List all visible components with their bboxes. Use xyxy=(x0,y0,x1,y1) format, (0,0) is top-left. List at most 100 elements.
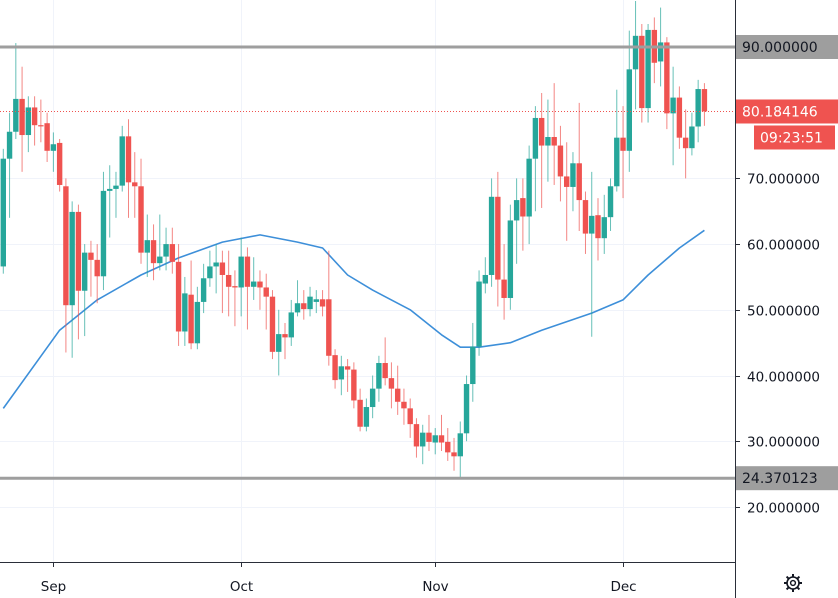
candle-body xyxy=(488,196,495,275)
candle xyxy=(426,414,432,452)
candle-body xyxy=(701,89,708,112)
countdown-label: 09:23:51 xyxy=(760,130,823,146)
candle-body xyxy=(695,89,701,127)
candle xyxy=(81,244,88,337)
candle xyxy=(538,92,545,208)
candles-layer xyxy=(0,1,708,478)
candle-body xyxy=(538,117,545,146)
candle xyxy=(144,214,150,277)
candle-body xyxy=(319,299,326,307)
candle-body xyxy=(194,301,201,344)
candle-body xyxy=(451,452,457,457)
horizontal-line-tag xyxy=(736,466,838,491)
time-axis[interactable]: Sep Oct Nov Dec xyxy=(41,562,637,595)
candle-body xyxy=(163,244,169,257)
candle xyxy=(413,418,420,458)
candle-body xyxy=(470,346,476,385)
candle xyxy=(576,102,582,231)
candle xyxy=(432,428,438,455)
candle-body xyxy=(257,281,263,288)
candle-body xyxy=(251,281,257,287)
candle-body xyxy=(125,136,132,183)
candle xyxy=(219,250,226,314)
candle-body xyxy=(432,435,438,443)
candle-body xyxy=(269,296,276,352)
candle-body xyxy=(639,35,645,109)
candle-body xyxy=(169,244,176,262)
candle xyxy=(495,171,501,307)
candle-body xyxy=(0,158,6,267)
candle-body xyxy=(25,107,32,136)
candle-body xyxy=(657,42,664,62)
candle-body xyxy=(307,296,313,310)
candle xyxy=(488,178,495,287)
candle xyxy=(157,214,163,271)
candle-body xyxy=(382,363,388,379)
candle-body xyxy=(369,388,376,408)
candle xyxy=(589,171,595,337)
candle xyxy=(463,375,470,442)
candle-body xyxy=(332,355,338,381)
candle xyxy=(276,309,282,376)
price-axis[interactable]: 20.000000 30.000000 40.000000 50.000000 60.0… xyxy=(735,172,820,517)
candle xyxy=(532,106,539,212)
candle xyxy=(607,178,614,231)
candle-body xyxy=(388,378,395,389)
candle xyxy=(601,194,607,254)
candle xyxy=(119,125,125,192)
candle-body xyxy=(632,35,639,70)
candle xyxy=(701,83,708,126)
candle xyxy=(244,247,251,330)
candle xyxy=(620,106,626,199)
candle-body xyxy=(219,262,226,275)
candle-body xyxy=(357,399,363,427)
candle xyxy=(420,424,426,465)
candle xyxy=(313,290,319,314)
candle xyxy=(56,138,63,192)
candle xyxy=(175,244,182,346)
candle-body xyxy=(394,388,401,402)
horizontal-line-tag-label: 90.000000 xyxy=(742,40,818,56)
candle xyxy=(595,198,601,261)
candle xyxy=(100,171,107,291)
candle-body xyxy=(595,215,601,239)
y-tick-label: 70.000000 xyxy=(747,172,820,188)
candle-body xyxy=(113,185,119,189)
candle-body xyxy=(238,256,244,288)
candle-body xyxy=(263,287,269,297)
countdown-tag xyxy=(754,125,835,150)
candle-body xyxy=(294,303,301,313)
gear-icon[interactable] xyxy=(784,574,802,592)
candle-body xyxy=(188,294,194,344)
candle xyxy=(225,250,232,317)
candle xyxy=(269,290,276,360)
candle-body xyxy=(138,186,144,253)
candle xyxy=(188,260,194,350)
candle xyxy=(501,244,507,320)
candle-body xyxy=(31,107,38,126)
candle xyxy=(695,79,701,143)
candle xyxy=(357,388,363,432)
candle-body xyxy=(407,408,413,425)
candle xyxy=(6,112,13,218)
y-tick-label: 50.000000 xyxy=(747,304,820,320)
x-tick-label: Oct xyxy=(230,579,253,595)
candle xyxy=(257,270,263,310)
candle xyxy=(213,244,219,294)
candle-body xyxy=(50,144,57,151)
candle xyxy=(107,165,113,238)
candle-body xyxy=(457,433,463,457)
candle-body xyxy=(313,299,319,302)
candle xyxy=(232,270,238,327)
candle-body xyxy=(589,215,595,234)
candle-body xyxy=(6,131,13,159)
candle-body xyxy=(119,136,125,186)
candle-body xyxy=(682,137,689,149)
candle xyxy=(294,280,301,317)
candle xyxy=(407,398,413,438)
candle xyxy=(0,148,6,274)
candle-body xyxy=(507,220,514,298)
candle-body xyxy=(75,211,82,291)
candle-body xyxy=(150,240,157,264)
